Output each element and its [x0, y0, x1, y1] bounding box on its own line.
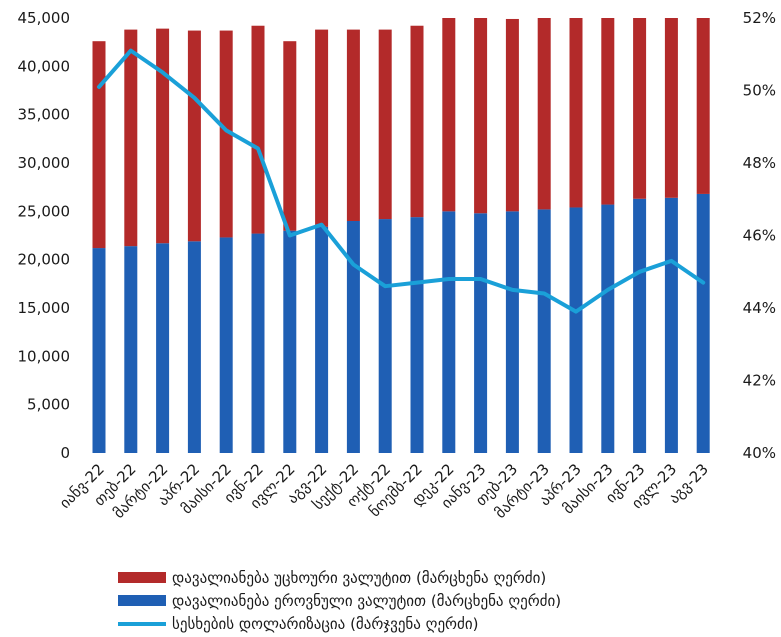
- bar-national: [633, 198, 647, 453]
- bars-layer: [92, 18, 710, 453]
- bar-national: [124, 246, 138, 453]
- bar-national: [442, 211, 456, 453]
- right-tick-label: 50%: [743, 82, 776, 100]
- legend-label: დავალიანება ეროვნული ვალუტით (მარცხენა ღ…: [172, 591, 562, 610]
- bar-national: [219, 237, 233, 453]
- bar-foreign: [505, 18, 519, 212]
- legend-swatch-national: [118, 595, 166, 606]
- left-tick-label: 25,000: [18, 202, 71, 220]
- bar-foreign: [92, 41, 106, 249]
- bar-foreign: [283, 41, 297, 231]
- legend-item: დავალიანება ეროვნული ვალუტით (მარცხენა ღ…: [118, 589, 561, 612]
- bar-national: [410, 217, 424, 453]
- bar-foreign: [219, 30, 233, 238]
- bar-foreign: [410, 25, 424, 218]
- legend: დავალიანება უცხოური ვალუტით (მარცხენა ღე…: [118, 566, 561, 635]
- bar-national: [346, 221, 360, 453]
- bar-national: [664, 197, 678, 453]
- line-layer: [97, 48, 706, 314]
- chart: 0 5,000 10,000 15,000 20,000 25,000 30,000 35,0…: [18, 9, 777, 522]
- left-tick-label: 30,000: [18, 154, 71, 172]
- bar-national: [315, 226, 329, 453]
- left-tick-label: 15,000: [18, 299, 71, 317]
- bar-national: [537, 209, 551, 453]
- bar-foreign: [156, 28, 170, 244]
- bar-foreign: [442, 18, 456, 212]
- bar-national: [505, 211, 519, 453]
- right-axis-ticks: 40% 42% 44% 46% 48% 50% 52%: [743, 9, 776, 462]
- bar-foreign: [346, 29, 360, 221]
- bar-national: [601, 204, 615, 453]
- legend-swatch-foreign: [118, 572, 166, 583]
- left-tick-label: 5,000: [27, 396, 70, 414]
- bar-foreign: [569, 18, 583, 208]
- bar-national: [283, 230, 297, 453]
- legend-item: დავალიანება უცხოური ვალუტით (მარცხენა ღე…: [118, 566, 561, 589]
- bar-foreign: [633, 18, 647, 199]
- left-tick-label: 35,000: [18, 106, 71, 124]
- bar-national: [378, 219, 392, 453]
- right-tick-label: 52%: [743, 9, 776, 27]
- left-tick-label: 45,000: [18, 9, 71, 27]
- right-tick-label: 42%: [743, 372, 776, 390]
- bar-national: [187, 241, 201, 453]
- bar-national: [474, 213, 488, 453]
- bar-national: [696, 193, 710, 453]
- bar-national: [569, 207, 583, 453]
- left-tick-label: 20,000: [18, 251, 71, 269]
- bar-foreign: [378, 29, 392, 220]
- bar-foreign: [664, 18, 678, 198]
- left-tick-label: 0: [60, 444, 70, 462]
- right-tick-label: 46%: [743, 227, 776, 245]
- bar-foreign: [124, 29, 138, 247]
- bar-foreign: [601, 18, 615, 205]
- bar-national: [251, 233, 265, 453]
- legend-label: დავალიანება უცხოური ვალუტით (მარცხენა ღე…: [172, 568, 547, 587]
- bar-foreign: [537, 18, 551, 210]
- bar-national: [92, 248, 106, 453]
- x-axis-ticks: იანვ-22თებ-22მარტი-22აპრ-22მაისი-22ივნ-2…: [56, 460, 712, 522]
- bar-foreign: [315, 29, 329, 227]
- bar-foreign: [251, 25, 265, 234]
- left-axis-ticks: 0 5,000 10,000 15,000 20,000 25,000 30,000 35,0…: [18, 9, 71, 462]
- bar-foreign: [187, 30, 201, 242]
- dollarization-line: [97, 48, 706, 314]
- legend-swatch-dollarization: [118, 621, 166, 626]
- left-tick-label: 40,000: [18, 57, 71, 75]
- right-tick-label: 40%: [743, 444, 776, 462]
- left-tick-label: 10,000: [18, 347, 71, 365]
- bar-national: [156, 243, 170, 453]
- right-tick-label: 48%: [743, 154, 776, 172]
- bar-foreign: [474, 18, 488, 214]
- legend-label: სესხების დოლარიზაცია (მარჯვენა ღერძი): [172, 614, 479, 633]
- legend-item: სესხების დოლარიზაცია (მარჯვენა ღერძი): [118, 612, 561, 635]
- bar-foreign: [696, 18, 710, 194]
- right-tick-label: 44%: [743, 299, 776, 317]
